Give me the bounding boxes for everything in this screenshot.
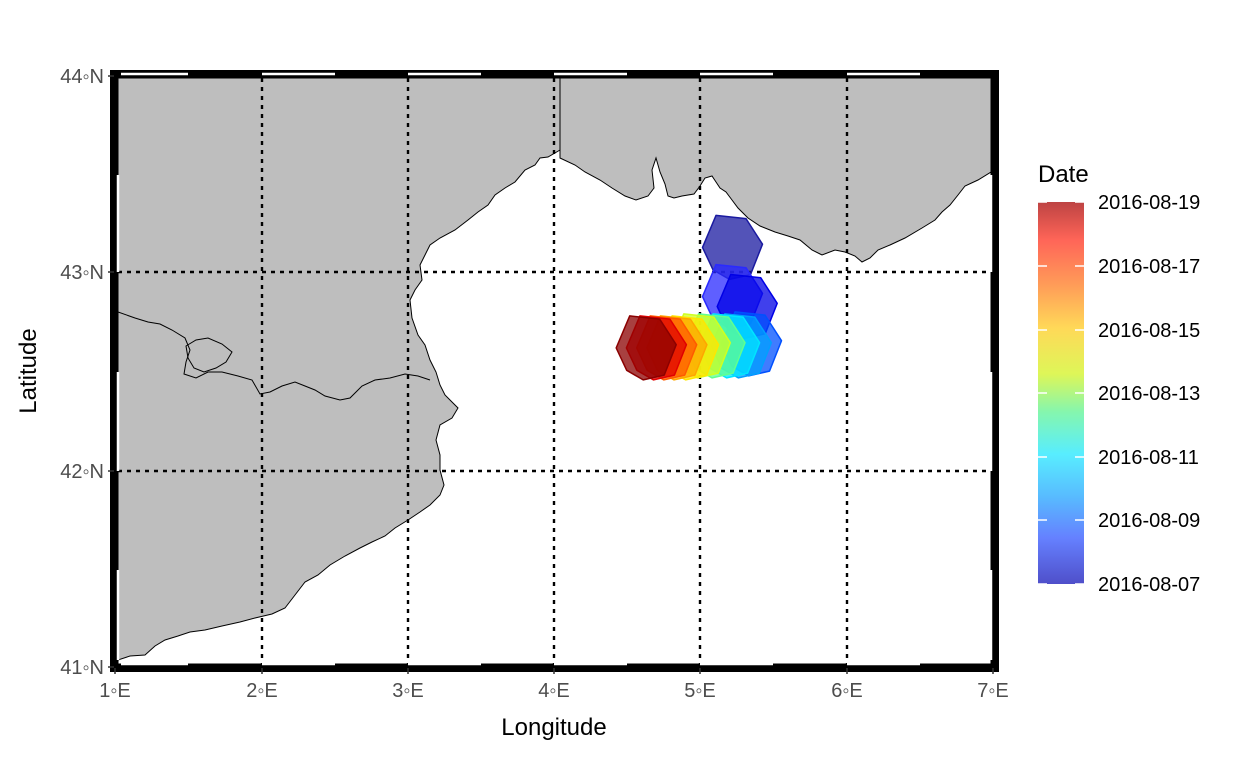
x-axis-title: Longitude	[501, 714, 606, 741]
legend-label-0819: 2016-08-19	[1098, 192, 1200, 214]
legend-title: Date	[1038, 161, 1089, 188]
y-tick-label-44: 44◦N	[60, 66, 104, 88]
y-tick-label-42: 42◦N	[60, 461, 104, 483]
legend: Date 2016-08-19 2016-08-17 2016-08-15 20…	[1038, 161, 1200, 596]
drift-shapes	[615, 214, 783, 381]
border-line	[118, 311, 431, 401]
y-tick-label-41: 41◦N	[60, 657, 104, 679]
drift-shape-2016-08-19	[615, 315, 677, 381]
legend-label-0817: 2016-08-17	[1098, 256, 1200, 278]
legend-label-0811: 2016-08-11	[1098, 447, 1199, 469]
y-axis-title: Latitude	[15, 328, 42, 413]
x-tick-label-4: 4◦E	[538, 680, 570, 702]
x-tick-label-5: 5◦E	[684, 680, 716, 702]
land-spain	[118, 78, 561, 661]
x-tick-label-1: 1◦E	[99, 680, 131, 702]
legend-label-0809: 2016-08-09	[1098, 510, 1200, 532]
y-tick-label-43: 43◦N	[60, 262, 104, 284]
graticule	[118, 78, 991, 664]
andorra-outline	[185, 337, 233, 373]
legend-label-0815: 2016-08-15	[1098, 320, 1200, 342]
axis-ticks	[108, 75, 994, 674]
legend-label-0807: 2016-08-07	[1098, 574, 1200, 596]
x-tick-label-6: 6◦E	[831, 680, 863, 702]
x-tick-label-7: 7◦E	[977, 680, 1009, 702]
legend-ticks	[1038, 201, 1084, 585]
legend-label-0813: 2016-08-13	[1098, 383, 1200, 405]
land-france	[559, 78, 991, 263]
x-tick-label-2: 2◦E	[246, 680, 278, 702]
x-tick-label-3: 3◦E	[392, 680, 424, 702]
